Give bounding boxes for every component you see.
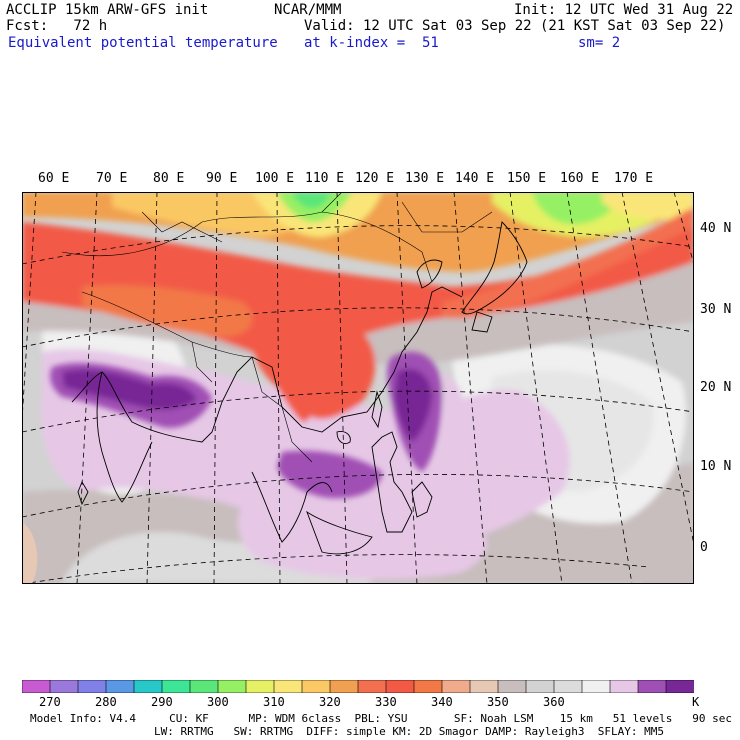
colorbar-swatch: [301, 680, 331, 693]
colorbar-swatch: [581, 680, 611, 693]
level-index: at k-index = 51: [304, 35, 439, 51]
colorbar-swatch: [497, 680, 527, 693]
colorbar-swatch: [469, 680, 499, 693]
lat-label: 0: [700, 540, 708, 555]
colorbar-tick-label: K: [692, 695, 700, 709]
lon-label: 130 E: [405, 171, 445, 186]
colorbar-swatch: [553, 680, 583, 693]
coastlines: [71, 221, 528, 555]
graticule: [22, 192, 694, 584]
colorbar-swatch: [329, 680, 359, 693]
field-name: Equivalent potential temperature: [8, 35, 278, 51]
field-shading: [22, 192, 694, 584]
map-frame: [22, 192, 694, 584]
colorbar-swatch: [525, 680, 555, 693]
lon-label: 150 E: [507, 171, 547, 186]
country-borders: [61, 192, 493, 463]
lon-label: 170 E: [614, 171, 654, 186]
model-info-line2: LW: RRTMG SW: RRTMG DIFF: simple KM: 2D …: [154, 725, 664, 738]
lon-label: 70 E: [96, 171, 128, 186]
colorbar-swatch: [609, 680, 639, 693]
init-time: Init: 12 UTC Wed 31 Aug 22: [514, 2, 734, 18]
lat-label: 40 N: [700, 221, 732, 236]
colorbar-tick-label: 360: [543, 695, 565, 709]
colorbar-swatch: [665, 680, 694, 693]
colorbar-swatch: [385, 680, 415, 693]
colorbar-swatch: [49, 680, 79, 693]
colorbar-swatch: [357, 680, 387, 693]
colorbar-swatch: [413, 680, 443, 693]
lon-label: 90 E: [206, 171, 238, 186]
high-theta-e-regions: [50, 351, 466, 499]
model-title: ACCLIP 15km ARW-GFS init: [6, 2, 209, 18]
lat-label: 30 N: [700, 302, 732, 317]
colorbar-tick-label: 340: [431, 695, 453, 709]
colorbar-swatch: [273, 680, 303, 693]
colorbar-tick-label: 320: [319, 695, 341, 709]
colorbar-swatch: [161, 680, 191, 693]
lon-label: 80 E: [153, 171, 185, 186]
colorbar-tick-label: 270: [39, 695, 61, 709]
colorbar-swatch: [441, 680, 471, 693]
colorbar-tick-label: 310: [263, 695, 285, 709]
colorbar-swatch: [189, 680, 219, 693]
colorbar: [22, 680, 694, 693]
colorbar-tick-label: 330: [375, 695, 397, 709]
lon-label: 120 E: [355, 171, 395, 186]
forecast-hour: Fcst: 72 h: [6, 18, 108, 34]
colorbar-swatch: [245, 680, 275, 693]
lon-label: 110 E: [305, 171, 345, 186]
colorbar-tick-label: 350: [487, 695, 509, 709]
lat-label: 20 N: [700, 380, 732, 395]
smoothing-label: sm= 2: [578, 35, 621, 51]
colorbar-swatch: [217, 680, 247, 693]
lon-label: 100 E: [255, 171, 295, 186]
lon-label: 140 E: [455, 171, 495, 186]
lon-label: 60 E: [38, 171, 70, 186]
colorbar-tick-label: 300: [207, 695, 229, 709]
theta-e-map: [22, 192, 694, 584]
valid-time: Valid: 12 UTC Sat 03 Sep 22 (21 KST Sat …: [304, 18, 726, 34]
lon-label: 160 E: [560, 171, 600, 186]
colorbar-tick-label: 280: [95, 695, 117, 709]
colorbar-tick-label: 290: [151, 695, 173, 709]
model-info-line1: Model Info: V4.4 CU: KF MP: WDM 6class P…: [30, 712, 732, 725]
lat-label: 10 N: [700, 459, 732, 474]
colorbar-swatch: [77, 680, 107, 693]
colorbar-swatch: [22, 680, 51, 693]
center-label: NCAR/MMM: [274, 2, 342, 18]
colorbar-swatch: [133, 680, 163, 693]
colorbar-swatch: [637, 680, 667, 693]
colorbar-swatch: [105, 680, 135, 693]
